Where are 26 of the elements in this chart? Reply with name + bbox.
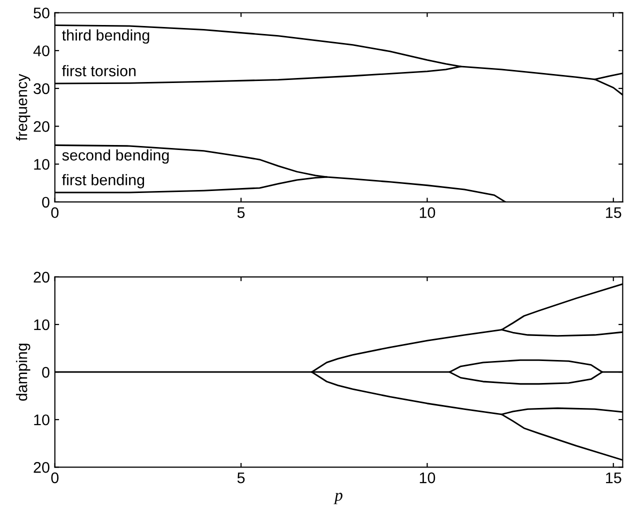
x-tick-label: 15 <box>606 472 622 484</box>
x-tick-label: 0 <box>51 207 59 218</box>
series-label: second bending <box>62 149 169 164</box>
series-label: first bending <box>62 174 144 188</box>
x-tick-label: 5 <box>237 207 245 218</box>
x-tick-label: 10 <box>420 207 436 218</box>
y-tick-label: 30 <box>34 83 50 94</box>
y-axis-title: damping <box>16 344 30 401</box>
y-tick-label: 20 <box>34 121 50 132</box>
x-tick-label: 5 <box>237 472 245 484</box>
y-tick-label: 10 <box>34 319 50 330</box>
y-tick-label: 0 <box>42 196 50 208</box>
y-tick-label: 10 <box>34 158 50 170</box>
y-tick-label: 40 <box>33 45 50 56</box>
y-tick-label: 50 <box>34 8 50 18</box>
y-tick-label: 20 <box>34 462 50 473</box>
series-label: first torsion <box>62 65 136 76</box>
x-axis-title: p <box>334 492 342 504</box>
series-label: third bending <box>62 29 150 44</box>
y-tick-label: 20 <box>34 272 50 283</box>
x-tick-label: 15 <box>606 207 622 218</box>
y-tick-label: 0 <box>42 366 50 378</box>
y-axis-title: frequency <box>16 74 30 141</box>
y-tick-label: 10 <box>34 414 50 426</box>
x-tick-label: 10 <box>420 472 436 484</box>
x-tick-label: 0 <box>51 472 59 484</box>
